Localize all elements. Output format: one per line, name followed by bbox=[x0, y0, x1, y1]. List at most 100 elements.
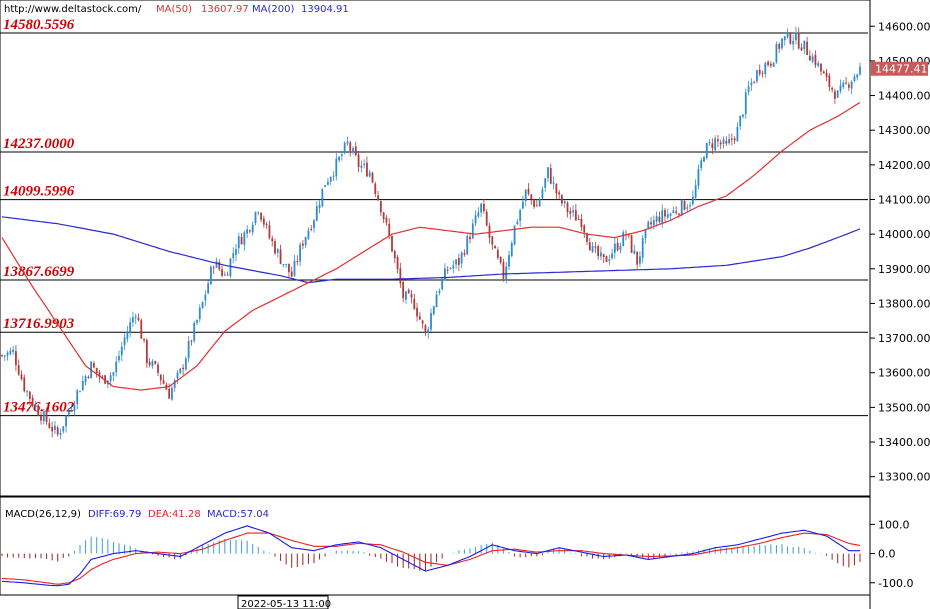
candle-body bbox=[249, 230, 251, 232]
macd-diff-label: DIFF:69.79 bbox=[88, 509, 141, 520]
ma200-line bbox=[1, 216, 861, 284]
y-tick-label: 13700.00 bbox=[878, 332, 930, 345]
candle-body bbox=[630, 235, 633, 253]
candle-body bbox=[352, 148, 354, 153]
header-url[interactable]: http://www.deltastock.com/ bbox=[4, 4, 142, 15]
candle-body bbox=[466, 236, 469, 255]
ma50-line bbox=[1, 101, 861, 391]
candle-body bbox=[842, 82, 845, 88]
candle-body bbox=[79, 391, 81, 393]
candle-body bbox=[513, 225, 516, 245]
candle-body bbox=[235, 249, 237, 255]
candle-body bbox=[132, 317, 134, 323]
candle-body bbox=[134, 316, 137, 318]
candle-body bbox=[825, 72, 828, 78]
candle-body bbox=[744, 92, 747, 115]
candle-body bbox=[460, 252, 463, 264]
candle-body bbox=[703, 156, 705, 162]
candle-body bbox=[109, 375, 112, 381]
candle-body bbox=[803, 40, 806, 50]
candle-body bbox=[120, 346, 123, 356]
candle-body bbox=[547, 167, 549, 179]
candle-body bbox=[173, 379, 176, 388]
candle-body bbox=[639, 256, 641, 264]
candle-body bbox=[354, 146, 357, 156]
candle-body bbox=[591, 246, 594, 253]
candle-body bbox=[427, 329, 430, 333]
candle-body bbox=[717, 139, 719, 142]
candle-body bbox=[118, 355, 120, 361]
candle-body bbox=[54, 425, 56, 431]
candle-body bbox=[413, 298, 416, 310]
level-label: 13716.9903 bbox=[3, 316, 75, 332]
y-tick-label: 14300.00 bbox=[878, 124, 930, 137]
candle-body bbox=[820, 63, 822, 72]
candle-body bbox=[76, 390, 79, 405]
candle-body bbox=[368, 172, 371, 177]
candle-body bbox=[159, 374, 162, 381]
candle-body bbox=[196, 319, 198, 323]
ma200-label: MA(200) bbox=[252, 4, 294, 15]
candle-body bbox=[143, 338, 145, 341]
price-axis: 14600.0014500.0014400.0014300.0014200.00… bbox=[870, 20, 930, 484]
candle-body bbox=[641, 238, 644, 258]
candle-body bbox=[265, 224, 268, 226]
candle-body bbox=[446, 269, 449, 271]
candle-body bbox=[680, 199, 683, 216]
candle-body bbox=[324, 185, 327, 187]
candle-body bbox=[193, 323, 196, 341]
candle-body bbox=[800, 47, 803, 51]
candle-body bbox=[839, 85, 842, 92]
y-tick-label: 13300.00 bbox=[878, 471, 930, 484]
candle-body bbox=[733, 138, 736, 141]
candle-body bbox=[577, 219, 580, 221]
candle-body bbox=[452, 265, 455, 269]
candle-body bbox=[586, 233, 588, 242]
y-tick-label: 13400.00 bbox=[878, 436, 930, 449]
candle-body bbox=[636, 251, 639, 265]
candle-body bbox=[834, 91, 836, 99]
candle-body bbox=[574, 210, 577, 221]
candle-body bbox=[697, 169, 700, 186]
candle-body bbox=[379, 201, 382, 213]
moving-averages bbox=[1, 101, 861, 391]
y-tick-label: 14100.00 bbox=[878, 193, 930, 206]
candle-body bbox=[491, 236, 494, 245]
candle-body bbox=[226, 274, 229, 276]
candle-body bbox=[797, 32, 800, 49]
candle-body bbox=[669, 213, 672, 216]
candle-body bbox=[6, 352, 9, 356]
candle-body bbox=[781, 38, 783, 49]
candle-body bbox=[87, 376, 90, 378]
candle-body bbox=[853, 76, 856, 82]
y-tick-label: 14600.00 bbox=[878, 20, 930, 33]
candle-body bbox=[410, 294, 413, 298]
candle-body bbox=[689, 205, 691, 207]
candle-body bbox=[349, 142, 352, 151]
candle-body bbox=[561, 195, 563, 204]
candle-body bbox=[148, 361, 151, 366]
candle-body bbox=[221, 269, 223, 276]
macd-dea-line bbox=[1, 532, 861, 585]
candle-body bbox=[402, 282, 405, 298]
candle-body bbox=[597, 246, 600, 257]
candle-body bbox=[168, 388, 171, 399]
candle-body bbox=[9, 350, 12, 354]
candle-body bbox=[357, 154, 360, 167]
candle-body bbox=[719, 142, 722, 145]
candle-body bbox=[594, 246, 597, 248]
candle-body bbox=[739, 115, 742, 126]
candle-body bbox=[335, 158, 338, 177]
candle-body bbox=[449, 268, 452, 270]
macd-value-label: MACD:57.04 bbox=[207, 509, 269, 520]
candle-body bbox=[424, 325, 427, 333]
candle-body bbox=[187, 340, 190, 359]
y-tick-label: 14400.00 bbox=[878, 90, 930, 103]
candle-body bbox=[257, 212, 260, 214]
candle-body bbox=[93, 363, 95, 368]
level-lines: 14580.5596 14237.0000 14099.5996 13867.6699… bbox=[0, 17, 868, 417]
candle-body bbox=[664, 210, 666, 217]
candle-body bbox=[444, 268, 446, 281]
candle-body bbox=[382, 212, 385, 220]
candle-body bbox=[31, 397, 34, 406]
